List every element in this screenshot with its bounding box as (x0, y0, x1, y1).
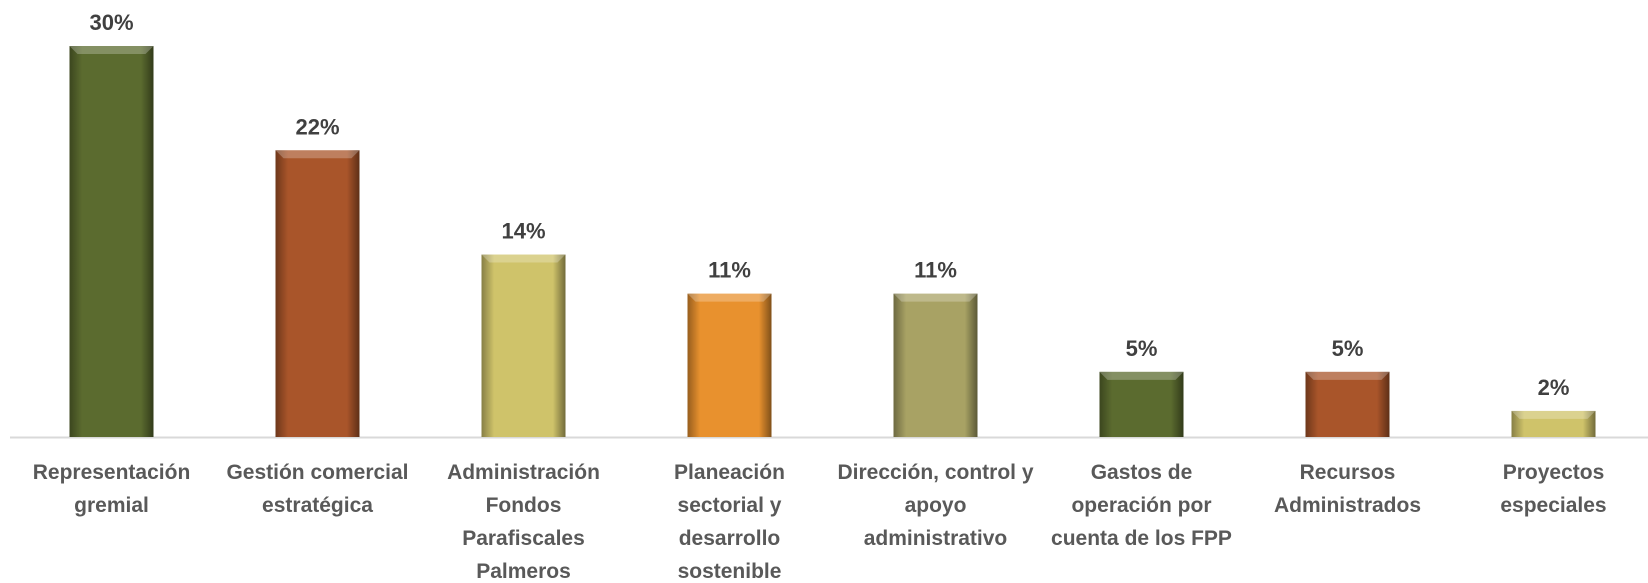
bar-bevel (893, 293, 978, 302)
bar-shading (1511, 410, 1596, 437)
bar-shading (481, 254, 566, 437)
data-label: 5% (1332, 336, 1364, 361)
bar-bevel (687, 293, 772, 302)
data-label: 5% (1126, 336, 1158, 361)
x-tick-label: Gastos de operación por cuenta de los FP… (1051, 461, 1232, 550)
bar-bevel (275, 150, 360, 159)
bar-shading (1305, 371, 1390, 437)
bar-shading (1099, 371, 1184, 437)
x-tick-label: Planeación sectorial y desarrollo sosten… (674, 461, 785, 583)
x-tick-label: Administración Fondos Parafiscales Palme… (447, 461, 600, 583)
bar-shading (893, 293, 978, 437)
bar-bevel (1511, 410, 1596, 419)
bar-bevel (1305, 371, 1390, 380)
data-label: 30% (89, 10, 133, 35)
bar-bevel (481, 254, 566, 263)
data-label: 11% (914, 258, 957, 283)
x-tick-label: Recursos Administrados (1273, 461, 1422, 517)
data-label: 14% (501, 219, 545, 244)
bar-shading (275, 150, 360, 437)
bar-shading (69, 46, 154, 437)
bar-bevel (1099, 371, 1184, 380)
x-tick-label: Proyectos especiales (1500, 461, 1607, 517)
data-label: 2% (1538, 375, 1570, 400)
data-label: 22% (295, 114, 339, 139)
data-label: 11% (708, 258, 751, 283)
bar-bevel (69, 46, 154, 54)
x-tick-label: Representación gremial (32, 461, 191, 517)
x-tick-label: Gestión comercial estratégica (226, 461, 409, 517)
bar-shading (687, 293, 772, 437)
x-tick-label: Dirección, control y apoyo administrativ… (837, 461, 1034, 550)
